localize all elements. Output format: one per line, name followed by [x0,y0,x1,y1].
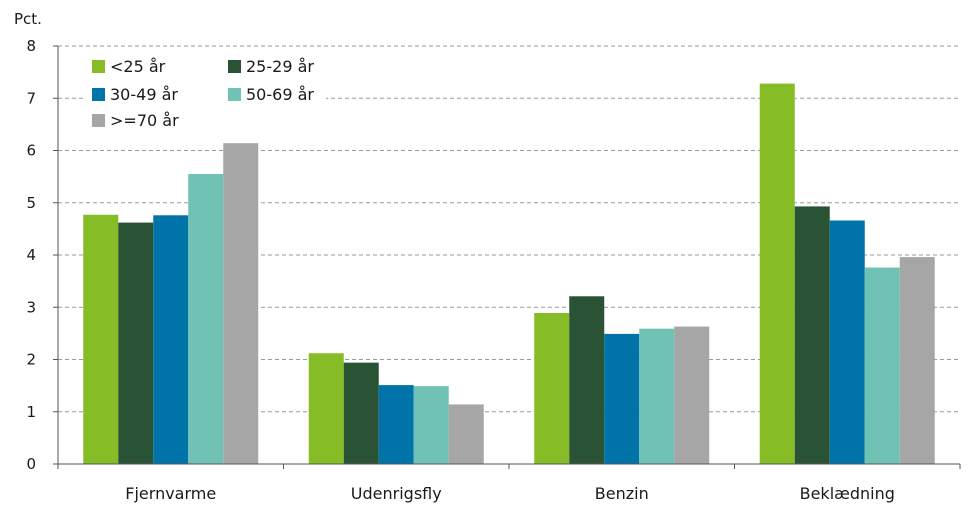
bar [604,333,640,464]
legend-label: 25-29 år [246,57,314,76]
bar [153,215,189,464]
bar [899,257,935,464]
legend-label: <25 år [110,57,166,76]
bar [223,143,259,464]
bar [829,220,865,464]
bar [759,83,795,465]
legend-swatch [228,88,241,101]
y-tick-label: 7 [26,89,36,107]
legend-label: >=70 år [110,111,179,130]
bar [448,404,484,464]
bar [569,296,605,464]
legend-swatch [92,114,105,127]
x-tick-label: Benzin [595,484,649,503]
y-tick-label: 6 [26,142,36,160]
bar [118,222,154,464]
bar [188,174,224,464]
legend-background [84,52,326,136]
y-axis-label: Pct. [14,10,42,28]
y-tick-label: 3 [26,298,36,316]
y-tick-label: 5 [26,194,36,212]
bar [378,385,414,464]
x-tick-label: Fjernvarme [125,484,216,503]
y-tick-label: 1 [26,403,36,421]
legend-label: 50-69 år [246,85,314,104]
bar [308,353,344,464]
y-tick-label: 0 [26,455,36,473]
y-tick-label: 2 [26,351,36,369]
bar [83,214,119,464]
y-tick-label: 8 [26,37,36,55]
legend-swatch [92,60,105,73]
bar [674,326,710,464]
bar [534,312,570,464]
legend-swatch [92,88,105,101]
bar [639,328,675,464]
bar [343,362,379,464]
bar [864,267,900,464]
x-tick-label: Udenrigsfly [351,484,442,503]
bar [413,386,449,464]
legend-swatch [228,60,241,73]
legend-label: 30-49 år [110,85,178,104]
y-tick-label: 4 [26,246,36,264]
x-tick-label: Beklædning [800,484,895,503]
bar [794,206,830,464]
